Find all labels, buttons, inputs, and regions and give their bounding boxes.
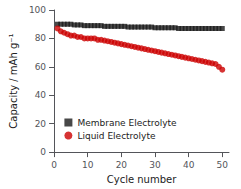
svg-text:Capacity / mAh g⁻¹: Capacity / mAh g⁻¹ <box>8 33 19 128</box>
svg-text:100: 100 <box>29 5 46 15</box>
svg-text:0: 0 <box>51 160 57 170</box>
svg-text:40: 40 <box>35 90 47 100</box>
svg-text:Liquid Electrolyte: Liquid Electrolyte <box>77 131 156 141</box>
svg-text:50: 50 <box>217 160 229 170</box>
svg-text:20: 20 <box>116 160 128 170</box>
svg-text:40: 40 <box>183 160 195 170</box>
svg-text:30: 30 <box>149 160 161 170</box>
svg-text:Membrane Electrolyte: Membrane Electrolyte <box>77 118 177 128</box>
svg-text:60: 60 <box>35 62 47 72</box>
svg-text:20: 20 <box>35 119 47 129</box>
svg-text:80: 80 <box>35 33 47 43</box>
svg-text:10: 10 <box>82 160 94 170</box>
svg-text:Cycle number: Cycle number <box>107 174 177 185</box>
svg-text:0: 0 <box>40 147 46 157</box>
